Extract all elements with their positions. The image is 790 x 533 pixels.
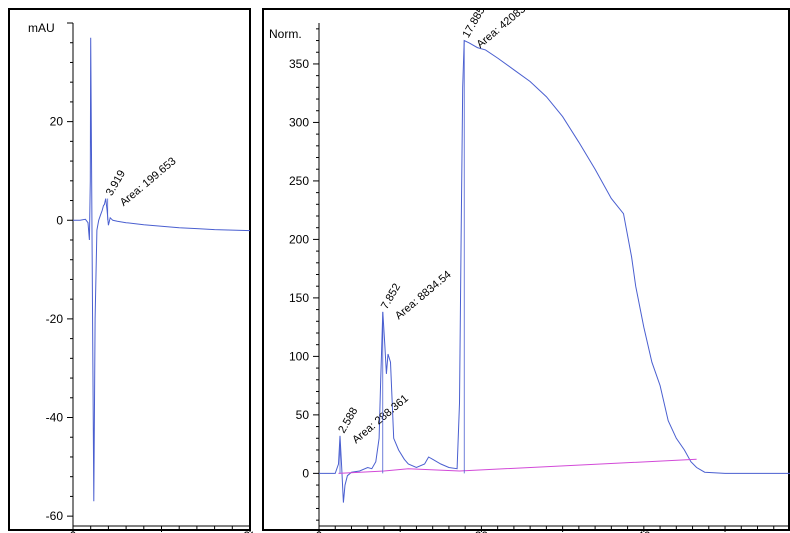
right-y-tick-label: 50 xyxy=(296,408,310,422)
left-x-tick-label: 20 xyxy=(243,529,253,533)
right-y-tick-label: 300 xyxy=(289,115,309,129)
left-peak-area-label: Area: 199.653 xyxy=(118,155,179,209)
right-peak-area-label: Area: 8834.54 xyxy=(393,269,454,323)
right-y-tick-label: 0 xyxy=(302,466,309,480)
left-series-signal-line xyxy=(73,37,251,502)
right-x-tick-label: 40 xyxy=(637,529,651,533)
left-y-tick-label: -60 xyxy=(46,509,64,523)
left-x-tick-label: 0 xyxy=(70,529,77,533)
left-y-tick-label: -40 xyxy=(46,411,64,425)
right-y-tick-label: 350 xyxy=(289,57,309,71)
left-y-tick-label: 0 xyxy=(56,213,63,227)
right-x-tick-label: 0 xyxy=(316,529,323,533)
right-chromatogram-panel: Norm.050100150200250300350020402.588Area… xyxy=(262,8,790,533)
right-x-tick-label: 20 xyxy=(475,529,489,533)
left-y-axis-title: mAU xyxy=(28,21,55,35)
right-y-tick-label: 250 xyxy=(289,174,309,188)
right-series-signal-line xyxy=(319,39,790,503)
left-y-tick-label: -20 xyxy=(46,312,64,326)
right-chromatogram-chart: Norm.050100150200250300350020402.588Area… xyxy=(269,10,790,533)
right-y-tick-label: 100 xyxy=(289,349,309,363)
right-series-baseline-line xyxy=(338,458,697,474)
left-y-tick-label: 20 xyxy=(50,115,64,129)
right-y-axis-title: Norm. xyxy=(269,27,302,41)
right-y-tick-label: 150 xyxy=(289,291,309,305)
right-y-tick-label: 200 xyxy=(289,232,309,246)
